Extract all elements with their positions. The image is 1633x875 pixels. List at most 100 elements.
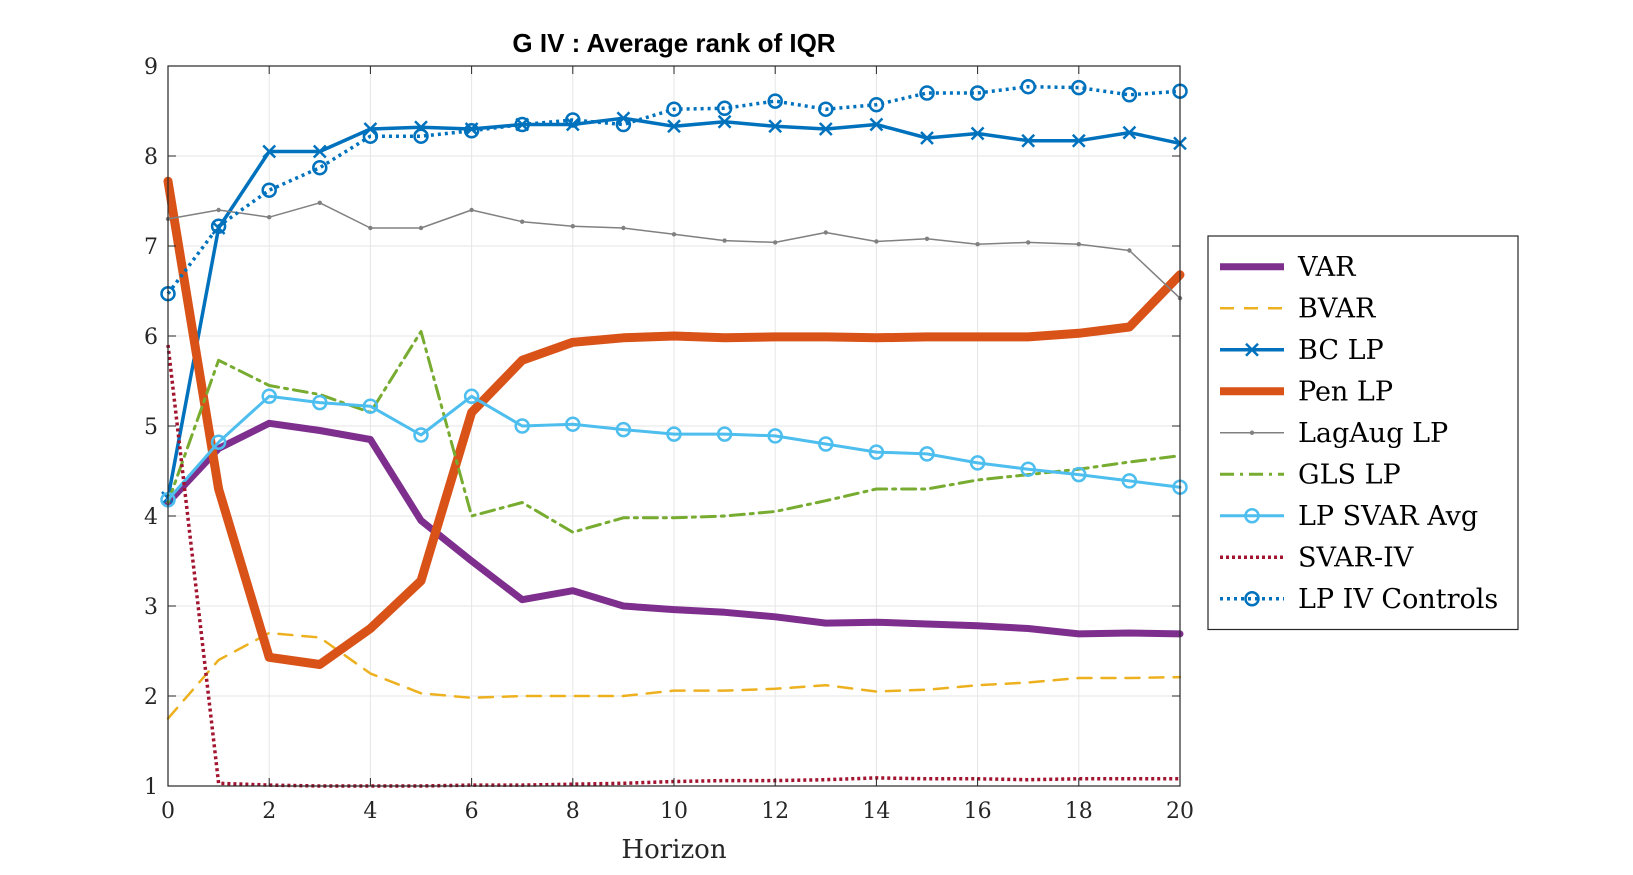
legend-item-bvar: BVAR — [1220, 293, 1376, 324]
legend-item-var: VAR — [1220, 252, 1356, 283]
data-point-lagaug-lp — [722, 238, 727, 243]
series-lp-svar-avg — [160, 388, 1188, 508]
legend-label: VAR — [1297, 252, 1356, 283]
data-point-lp-svar-avg — [919, 446, 935, 462]
data-point-lp-iv-controls — [666, 101, 682, 117]
data-point-lp-iv-controls — [615, 116, 632, 133]
y-tick-label: 9 — [144, 55, 158, 80]
data-point-lp-svar-avg — [1121, 473, 1138, 489]
series-line-gls-lp — [166, 330, 1182, 534]
data-point-lagaug-lp — [368, 225, 373, 231]
data-point-bc-lp — [312, 144, 327, 159]
legend-label: SVAR-IV — [1298, 542, 1414, 573]
data-point-lagaug-lp — [1026, 240, 1031, 245]
data-point-bc-lp — [1122, 125, 1137, 140]
data-point-lp-iv-controls — [210, 218, 227, 234]
data-point-lagaug-lp — [773, 240, 778, 245]
data-point-lagaug-lp — [671, 232, 677, 237]
legend-item-lp-svar-avg: LP SVAR Avg — [1220, 501, 1478, 532]
y-tick-label: 2 — [144, 685, 158, 710]
data-point-lp-svar-avg — [514, 418, 530, 434]
x-tick-label: 10 — [660, 799, 688, 824]
data-point-lp-svar-avg — [818, 436, 834, 452]
series-var — [164, 419, 1184, 638]
x-tick-label: 12 — [761, 799, 789, 824]
data-point-lp-svar-avg — [413, 427, 429, 443]
data-point-lp-iv-controls — [514, 116, 530, 133]
x-tick-label: 20 — [1166, 799, 1194, 824]
data-point-lp-iv-controls — [463, 123, 480, 139]
data-point-bc-lp — [262, 144, 277, 159]
x-axis-label: Horizon — [621, 835, 726, 865]
data-point-lp-iv-controls — [261, 182, 277, 198]
data-point-lp-svar-avg — [615, 421, 632, 438]
series-pen-lp — [163, 176, 1185, 669]
y-tick-label: 7 — [144, 235, 158, 260]
legend-label: Pen LP — [1298, 376, 1393, 407]
data-point-lp-iv-controls — [818, 101, 834, 117]
legend-item-lagaug-lp: LagAug LP — [1220, 418, 1448, 449]
data-point-lp-iv-controls — [1071, 79, 1087, 96]
data-point-lagaug-lp — [1076, 242, 1082, 247]
legend-label: LP SVAR Avg — [1298, 501, 1478, 532]
x-tick-label: 4 — [363, 799, 377, 824]
data-point-lp-svar-avg — [666, 426, 682, 442]
data-point-lagaug-lp — [418, 225, 424, 231]
y-tick-label: 1 — [144, 775, 158, 800]
x-tick-label: 18 — [1065, 799, 1093, 824]
data-point-lagaug-lp — [520, 219, 525, 224]
data-point-lagaug-lp — [924, 236, 930, 241]
data-point-bc-lp — [768, 119, 783, 134]
data-point-lp-svar-avg — [1020, 461, 1036, 477]
data-point-lp-svar-avg — [210, 434, 227, 450]
data-point-bc-lp — [1071, 133, 1086, 148]
data-point-lp-svar-avg — [868, 444, 885, 460]
data-point-lagaug-lp — [975, 242, 980, 247]
data-point-lp-svar-avg — [1071, 466, 1087, 483]
data-point-lagaug-lp — [1127, 248, 1132, 253]
x-tick-label: 14 — [862, 799, 890, 824]
chart-title: G IV : Average rank of IQR — [512, 28, 835, 58]
data-point-lp-iv-controls — [969, 85, 986, 101]
legend-label: BVAR — [1298, 293, 1376, 324]
data-point-lp-svar-avg — [565, 416, 581, 432]
y-tick-label: 6 — [144, 325, 158, 350]
data-point-lagaug-lp — [621, 225, 626, 231]
data-point-lp-iv-controls — [565, 112, 581, 128]
legend-label: BC LP — [1298, 335, 1384, 366]
data-point-lp-svar-avg — [969, 455, 986, 471]
data-point-bc-lp — [667, 119, 681, 134]
data-point-bc-lp — [717, 114, 732, 129]
data-point-lp-svar-avg — [312, 394, 328, 411]
data-point-lp-svar-avg — [261, 388, 277, 405]
y-tick-label: 3 — [144, 595, 158, 620]
data-point-lp-svar-avg — [716, 426, 733, 442]
data-point-bc-lp — [818, 122, 833, 136]
data-point-lp-iv-controls — [767, 93, 783, 109]
data-point-lp-iv-controls — [1020, 78, 1036, 95]
legend-marker — [1244, 508, 1260, 524]
legend-item-lp-iv-controls: LP IV Controls — [1220, 584, 1498, 615]
x-tick-label: 8 — [566, 799, 580, 824]
legend-label: LP IV Controls — [1298, 584, 1498, 615]
data-point-bc-lp — [1021, 133, 1036, 148]
data-point-lagaug-lp — [570, 224, 575, 229]
data-point-lp-iv-controls — [868, 96, 885, 113]
data-point-lp-iv-controls — [312, 159, 328, 176]
series-line-pen-lp — [163, 176, 1185, 669]
data-point-lp-svar-avg — [767, 428, 783, 444]
data-point-lp-iv-controls — [919, 85, 935, 101]
data-point-bc-lp — [920, 131, 934, 145]
data-point-lagaug-lp — [216, 207, 221, 213]
legend-marker — [1245, 342, 1259, 357]
legend-item-bc-lp: BC LP — [1220, 335, 1384, 366]
data-point-lagaug-lp — [469, 207, 474, 213]
data-point-lagaug-lp — [267, 215, 272, 220]
series-line-lp-iv-controls — [166, 84, 1181, 295]
legend-item-pen-lp: Pen LP — [1220, 376, 1393, 407]
x-tick-label: 0 — [161, 799, 175, 824]
legend: VAR BVAR BC LP Pen LP LagAug LP GLS LP LP SVAR… — [1207, 235, 1519, 631]
data-point-bc-lp — [869, 117, 884, 132]
